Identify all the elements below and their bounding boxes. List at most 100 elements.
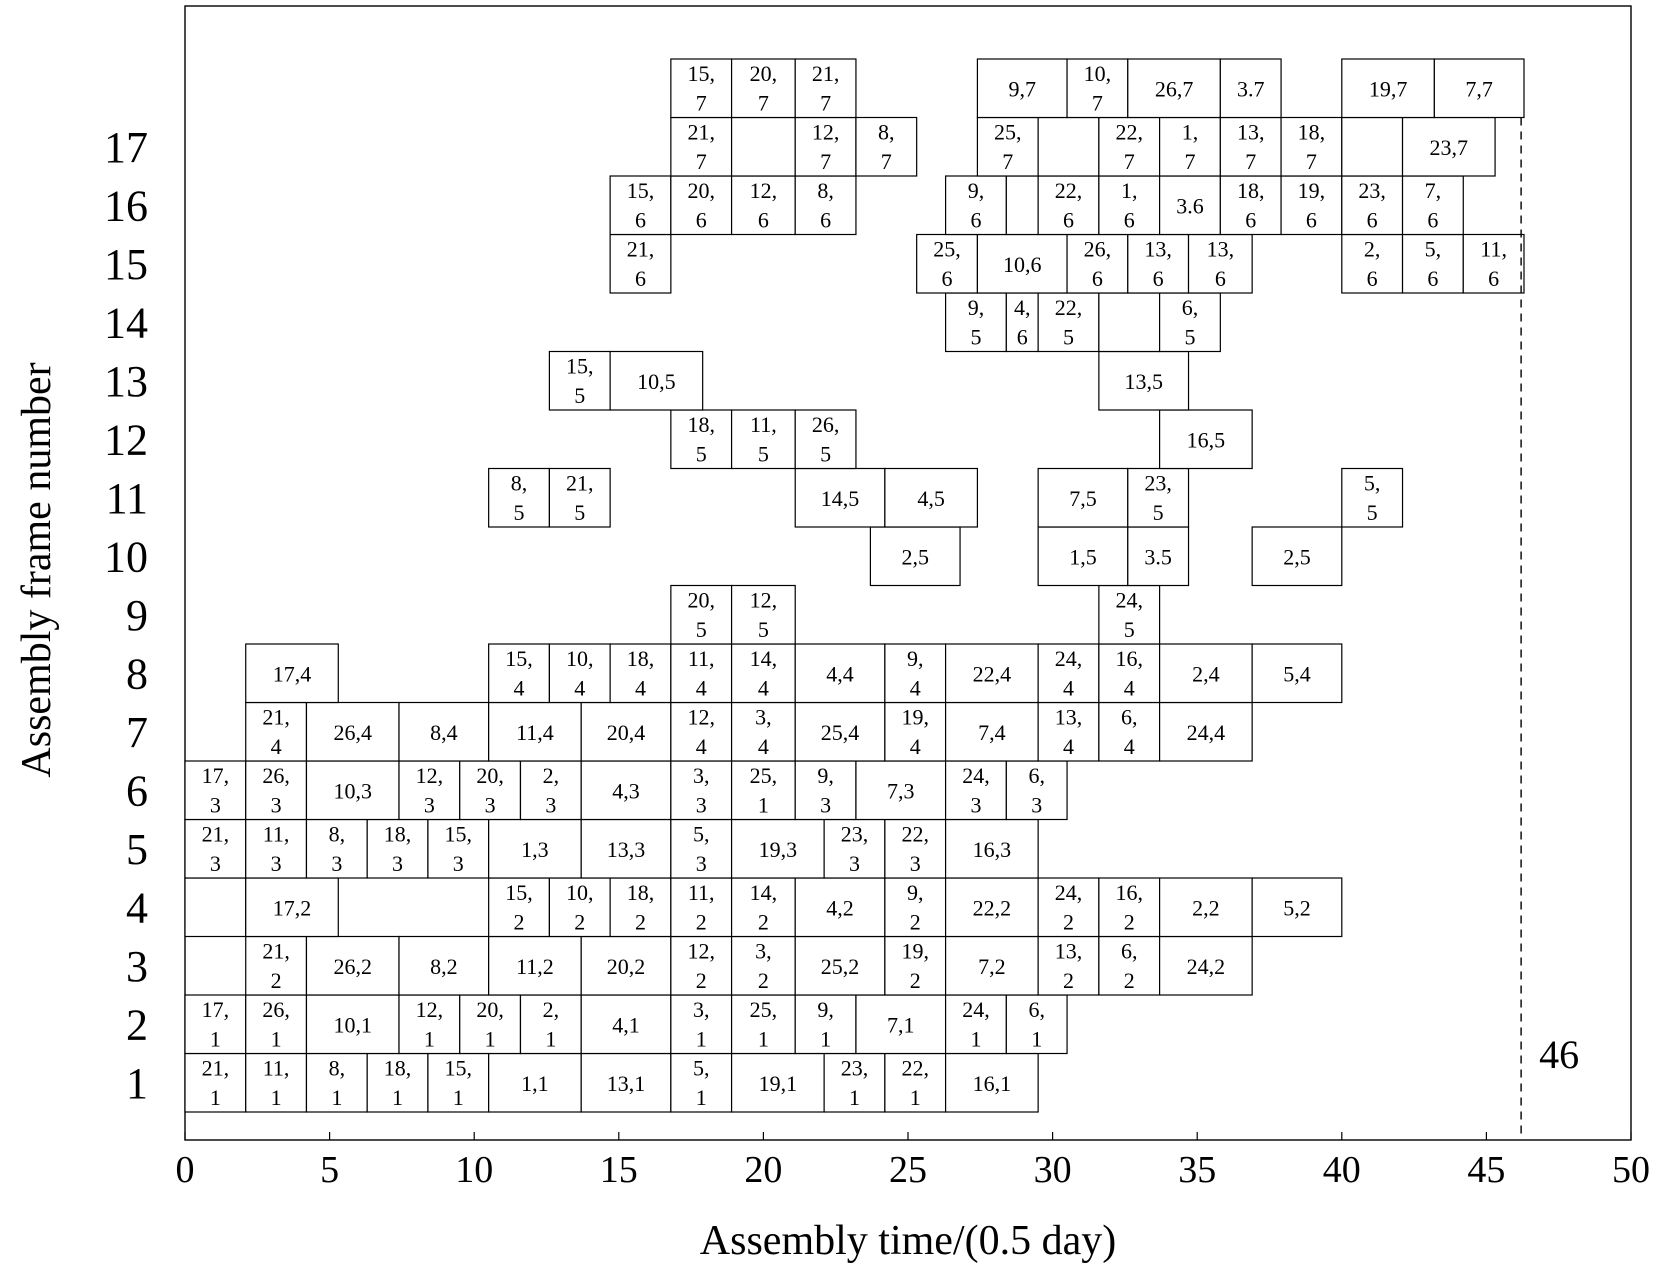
task-cell: 7,3 <box>855 760 947 821</box>
task-cell: 26,7 <box>1127 58 1221 119</box>
y-tick-label: 8 <box>126 649 148 698</box>
task-label: 8, <box>329 1056 346 1081</box>
task-label: 8,2 <box>430 954 458 979</box>
task-label: 26,2 <box>333 954 372 979</box>
task-label: 18, <box>1298 120 1326 145</box>
task-label: 12, <box>812 120 840 145</box>
task-cell: 18,7 <box>1280 116 1343 177</box>
task-label: 20, <box>687 178 715 203</box>
task-box <box>1159 292 1221 353</box>
task-box <box>1037 643 1100 704</box>
task-label: 3, <box>693 997 710 1022</box>
task-label: 12, <box>750 178 778 203</box>
task-label: 5,2 <box>1283 895 1311 920</box>
task-cell: 20,5 <box>670 584 733 645</box>
task-cell: 1,1 <box>488 1052 582 1113</box>
task-cell: 20,2 <box>580 935 672 996</box>
task-label: 4 <box>1124 675 1135 700</box>
task-cell: 10,6 <box>976 233 1068 294</box>
task-label: 6, <box>1121 939 1138 964</box>
task-label: 22,4 <box>973 661 1012 686</box>
task-cell: 24,4 <box>1037 643 1100 704</box>
task-box <box>794 994 857 1055</box>
task-label: 3, <box>693 763 710 788</box>
task-label: 5 <box>758 617 769 642</box>
task-label: 1 <box>910 1085 921 1110</box>
task-label: 5 <box>574 500 585 525</box>
task-cell: 8,2 <box>398 935 490 996</box>
task-cell: 16,3 <box>944 818 1039 879</box>
task-box <box>916 233 979 294</box>
task-cell: 18,1 <box>366 1052 429 1113</box>
task-label: 3 <box>210 851 221 876</box>
task-label: 26,7 <box>1155 76 1194 101</box>
task-box <box>305 818 368 879</box>
task-label: 5 <box>820 441 831 466</box>
reference-line-label: 46 <box>1539 1032 1579 1077</box>
task-cell: 23,5 <box>1127 467 1190 528</box>
task-cell: 24,3 <box>944 760 1007 821</box>
task-box <box>609 643 672 704</box>
task-box <box>794 643 886 704</box>
task-cell <box>730 116 796 177</box>
task-label: 6 <box>696 207 707 232</box>
y-tick-label: 16 <box>104 181 148 230</box>
task-cell: 15,7 <box>670 58 733 119</box>
task-label: 2 <box>514 909 525 934</box>
task-cell: 26,6 <box>1066 233 1129 294</box>
task-label: 19, <box>901 939 929 964</box>
task-label: 6 <box>1367 207 1378 232</box>
task-label: 6, <box>1028 997 1045 1022</box>
task-label: 7 <box>1092 90 1103 115</box>
task-cell: 8,5 <box>488 467 550 528</box>
x-tick-label: 30 <box>1034 1149 1072 1191</box>
task-label: 6 <box>635 207 646 232</box>
task-label: 3.7 <box>1237 76 1265 101</box>
task-label: 5 <box>1184 324 1195 349</box>
task-box <box>670 584 733 645</box>
task-label: 15, <box>505 880 533 905</box>
task-label: 4 <box>1124 734 1135 759</box>
y-tick-label: 9 <box>126 591 148 640</box>
task-label: 18, <box>1237 178 1265 203</box>
task-label: 3 <box>696 851 707 876</box>
task-label: 6 <box>1153 266 1164 291</box>
task-box <box>794 58 857 119</box>
task-box <box>884 701 947 762</box>
task-box <box>794 409 857 470</box>
task-label: 17, <box>202 763 230 788</box>
task-label: 1 <box>758 792 769 817</box>
task-label: 12, <box>416 997 444 1022</box>
task-label: 1 <box>696 1085 707 1110</box>
task-label: 3 <box>271 792 282 817</box>
x-tick-label: 20 <box>744 1149 782 1191</box>
y-tick-label: 15 <box>104 240 148 289</box>
task-label: 1 <box>970 1026 981 1051</box>
x-tick-label: 0 <box>176 1149 195 1191</box>
task-cell <box>1005 175 1039 236</box>
task-label: 3 <box>1031 792 1042 817</box>
task-cell: 11,6 <box>1462 233 1525 294</box>
task-label: 4 <box>514 675 525 700</box>
task-cell: 2,6 <box>1341 233 1404 294</box>
task-cell: 11,4 <box>670 643 733 704</box>
task-cell: 12,1 <box>398 994 461 1055</box>
task-box <box>730 877 796 938</box>
task-cell: 1,5 <box>1037 526 1129 587</box>
task-label: 1 <box>271 1085 282 1110</box>
task-cell: 2,5 <box>869 526 961 587</box>
task-label: 10,6 <box>1003 252 1042 277</box>
task-box <box>1159 643 1253 704</box>
task-label: 6 <box>635 266 646 291</box>
task-label: 3 <box>392 851 403 876</box>
task-box <box>976 116 1039 177</box>
task-cell: 21,3 <box>184 818 247 879</box>
task-label: 1, <box>1121 178 1138 203</box>
task-label: 11, <box>263 822 290 847</box>
task-cell: 18,5 <box>670 409 733 470</box>
task-box <box>609 175 672 236</box>
task-label: 9,7 <box>1008 76 1036 101</box>
task-box <box>1159 701 1253 762</box>
task-cell: 17,3 <box>184 760 247 821</box>
task-box <box>1159 175 1221 236</box>
